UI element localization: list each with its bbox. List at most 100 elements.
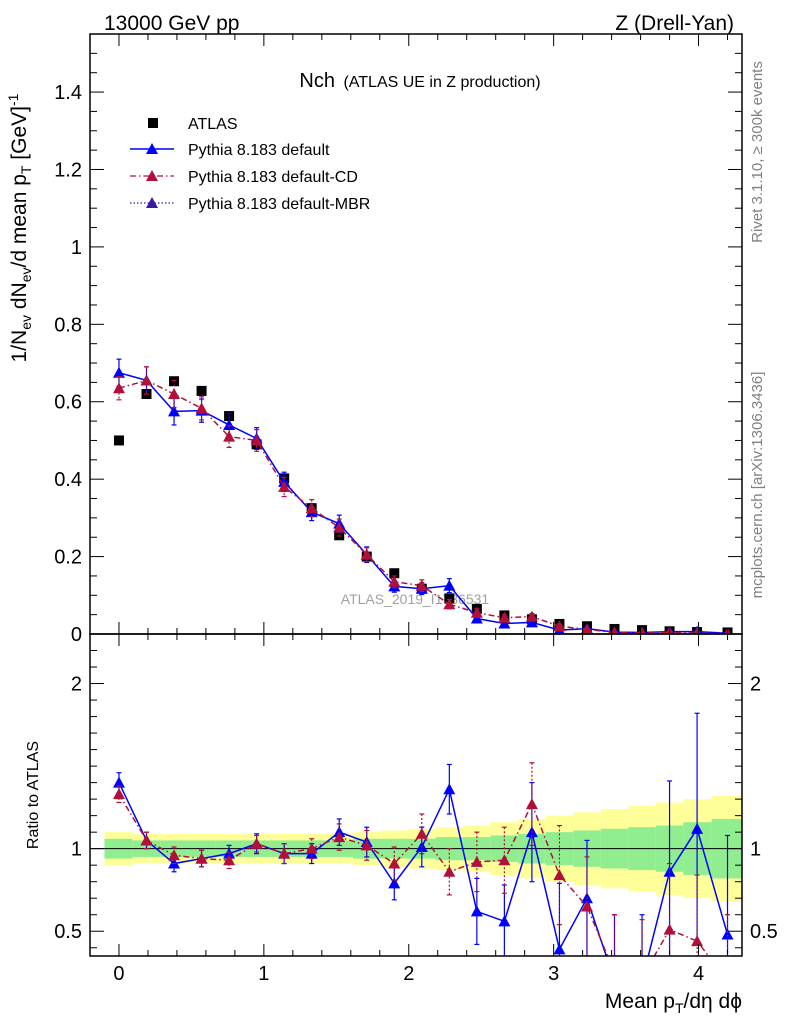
rivet-label: Rivet 3.1.10, ≥ 300k events: [749, 61, 766, 243]
ratio-point-pythia-8-183-default-cd: [691, 935, 704, 947]
ratio-y-tick-label-right: 2: [750, 674, 761, 696]
legend-default-marker: [146, 143, 158, 154]
ratio-panel: 0 1 2 3 4 0.5 0.5 1 1 2 2: [54, 633, 778, 985]
legend-atlas-marker: [148, 118, 158, 128]
main-ylabel: 1/Nev dNev/d mean pT [GeV]-1: [5, 93, 34, 362]
ratio-point-pythia-8-183-default-cd: [360, 839, 373, 851]
main-point-pythia-8-183-default: [112, 366, 125, 378]
ratio-point-pythia-8-183-default-cd: [333, 831, 346, 843]
ratio-point-pythia-8-183-default-cd: [580, 900, 593, 912]
ratio-point-pythia-8-183-default-cd: [553, 869, 566, 881]
ratio-point-pythia-8-183-default-cd: [250, 837, 263, 849]
main-point-pythia-8-183-default-cd: [553, 620, 566, 632]
legend-cd-marker: [146, 170, 158, 181]
main-point-pythia-8-183-default-cd: [610, 626, 619, 634]
x-tick-label: 4: [693, 963, 704, 985]
main-point-pythia-8-183-default-cd: [305, 502, 318, 514]
ratio-point-pythia-8-183-default-cd: [278, 847, 291, 859]
main-point-atlas: [113, 435, 124, 446]
main-point-pythia-8-183-default-cd: [333, 521, 346, 533]
main-point-pythia-8-183-default-cd: [443, 598, 456, 610]
ratio-line-pythia-8-183-default-cd: [118, 793, 710, 956]
main-line-pythia-8-183-default-cd: [118, 379, 728, 634]
legend-atlas-label: ATLAS: [188, 116, 238, 133]
main-point-pythia-8-183-default-cd: [195, 402, 208, 414]
ratio-ylabel: Ratio to ATLAS: [25, 741, 42, 849]
x-tick-label: 3: [548, 963, 559, 985]
main-point-pythia-8-183-default-cd: [168, 388, 181, 399]
ratio-plot-area: [90, 712, 742, 956]
ratio-point-pythia-8-183-default-cd: [305, 842, 318, 854]
ratio-point-pythia-8-183-default: [470, 905, 483, 917]
ratio-point-pythia-8-183-default-cd: [415, 827, 428, 839]
ratio-point-pythia-8-183-default: [112, 776, 125, 788]
main-point-pythia-8-183-default-cd: [581, 623, 593, 634]
ratio-point-pythia-8-183-default-cd: [388, 857, 401, 869]
main-point-pythia-8-183-default-cd: [112, 382, 125, 394]
main-point-pythia-8-183-default: [443, 579, 456, 591]
ratio-point-pythia-8-183-default-cd: [195, 852, 208, 864]
legend-cd-label: Pythia 8.183 default-CD: [188, 169, 358, 186]
ratio-y-tick-label-left: 1: [71, 839, 82, 861]
legend-mbr-marker: [146, 197, 158, 208]
main-point-pythia-8-183-default-cd: [525, 610, 538, 622]
main-point-pythia-8-183-default-cd: [140, 374, 153, 386]
ratio-point-pythia-8-183-default: [553, 943, 566, 955]
ratio-point-pythia-8-183-default: [691, 822, 704, 834]
main-title: Nch (ATLAS UE in Z production): [299, 70, 540, 92]
analysis-watermark: ATLAS_2019_I1736531: [341, 591, 490, 607]
ratio-y-tick-label-left: 0.5: [54, 921, 82, 943]
ratio-point-pythia-8-183-default-cd: [140, 834, 153, 846]
mcplots-label: mcplots.cern.ch [arXiv:1306.3436]: [749, 372, 766, 599]
main-point-pythia-8-183-default-cd: [470, 606, 483, 618]
x-axis-label: Mean pT/dη dϕ: [605, 990, 742, 1016]
main-point-pythia-8-183-default-cd: [278, 480, 291, 492]
ratio-point-pythia-8-183-default: [498, 915, 511, 927]
ratio-point-pythia-8-183-default: [388, 877, 401, 889]
ratio-point-pythia-8-183-default-cd: [663, 923, 676, 935]
ratio-point-pythia-8-183-default-cd: [470, 855, 483, 867]
ratio-y-tick-label-left: 2: [71, 674, 82, 696]
ratio-point-pythia-8-183-default-cd: [525, 798, 538, 810]
main-point-pythia-8-183-default: [168, 405, 181, 417]
main-y-tick-label: 1: [71, 237, 82, 259]
main-y-tick-label: 0: [71, 624, 82, 646]
main-point-pythia-8-183-default-cd: [638, 626, 646, 634]
ratio-point-pythia-8-183-default: [443, 783, 456, 795]
main-point-pythia-8-183-default-cd: [415, 579, 428, 591]
main-point-pythia-8-183-default-cd: [250, 434, 263, 446]
main-point-pythia-8-183-default: [470, 612, 483, 624]
ratio-point-pythia-8-183-default-cd: [112, 788, 125, 800]
ratio-point-pythia-8-183-default: [663, 865, 676, 877]
header-right: Z (Drell-Yan): [615, 12, 734, 35]
main-point-atlas: [196, 385, 207, 396]
ratio-y-tick-label-right: 0.5: [750, 921, 778, 943]
main-y-tick-label: 1.4: [54, 82, 82, 104]
main-y-tick-label: 1.2: [54, 159, 82, 181]
main-plot-area: [112, 358, 733, 634]
ratio-point-pythia-8-183-default-cd: [168, 849, 181, 861]
ratio-frame: [89, 633, 743, 957]
header-left: 13000 GeV pp: [104, 12, 239, 35]
main-point-pythia-8-183-default-cd: [498, 611, 511, 623]
main-y-tick-label: 0.6: [54, 392, 82, 414]
main-point-pythia-8-183-default: [498, 617, 511, 629]
main-point-atlas: [389, 568, 400, 579]
main-y-tick-label: 0.4: [54, 469, 82, 491]
legend: ATLAS Pythia 8.183 default Pythia 8.183 …: [130, 116, 370, 213]
ratio-point-pythia-8-183-default-cd: [223, 854, 236, 866]
legend-default-label: Pythia 8.183 default: [188, 142, 330, 159]
main-point-pythia-8-183-default-cd: [223, 430, 236, 442]
x-tick-label: 2: [403, 963, 414, 985]
ratio-point-pythia-8-183-default: [721, 928, 734, 940]
main-point-pythia-8-183-default: [223, 418, 236, 430]
main-point-pythia-8-183-default: [525, 616, 538, 628]
main-point-pythia-8-183-default-cd: [360, 548, 373, 560]
ratio-point-pythia-8-183-default-cd: [443, 865, 456, 877]
x-tick-label: 0: [113, 963, 124, 985]
ratio-y-tick-label-right: 1: [750, 839, 761, 861]
main-y-tick-label: 0.2: [54, 547, 82, 569]
main-y-tick-label: 0.8: [54, 314, 82, 336]
main-point-pythia-8-183-default-cd: [388, 575, 401, 587]
